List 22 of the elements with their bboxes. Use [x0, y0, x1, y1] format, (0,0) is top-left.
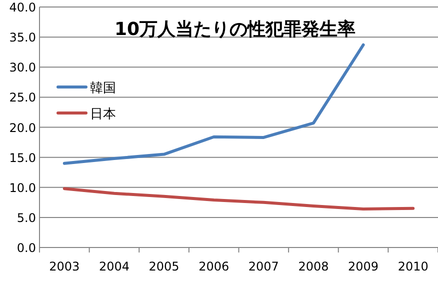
y-tick-label: 0.0	[16, 241, 36, 255]
x-tick-label: 2008	[298, 260, 329, 274]
text: 10万人当たりの性犯罪発生率	[114, 19, 356, 40]
x-tick-label: 2009	[348, 260, 379, 274]
y-tick-label: 35.0	[9, 30, 36, 45]
y-tick-label: 5.0	[16, 210, 36, 225]
y-tick-label: 30.0	[9, 60, 36, 75]
y-tick-label: 40.0	[9, 0, 36, 14]
legend-label: 韓国	[90, 81, 116, 96]
x-tick-label: 2007	[248, 260, 279, 274]
x-tick-label: 2004	[98, 260, 130, 274]
y-tick-label: 15.0	[9, 150, 36, 165]
x-tick-label: 2010	[398, 260, 428, 274]
line-series	[62, 43, 365, 165]
y-tick-label: 10.0	[9, 180, 36, 195]
legend-label: 日本	[90, 107, 116, 122]
x-tick-label: 2006	[198, 260, 230, 274]
y-tick-label: 20.0	[9, 120, 36, 135]
line-series	[62, 187, 415, 211]
y-tick-label: 25.0	[9, 90, 36, 105]
x-tick-label: 2003	[49, 260, 80, 274]
x-tick-label: 2005	[148, 260, 180, 274]
